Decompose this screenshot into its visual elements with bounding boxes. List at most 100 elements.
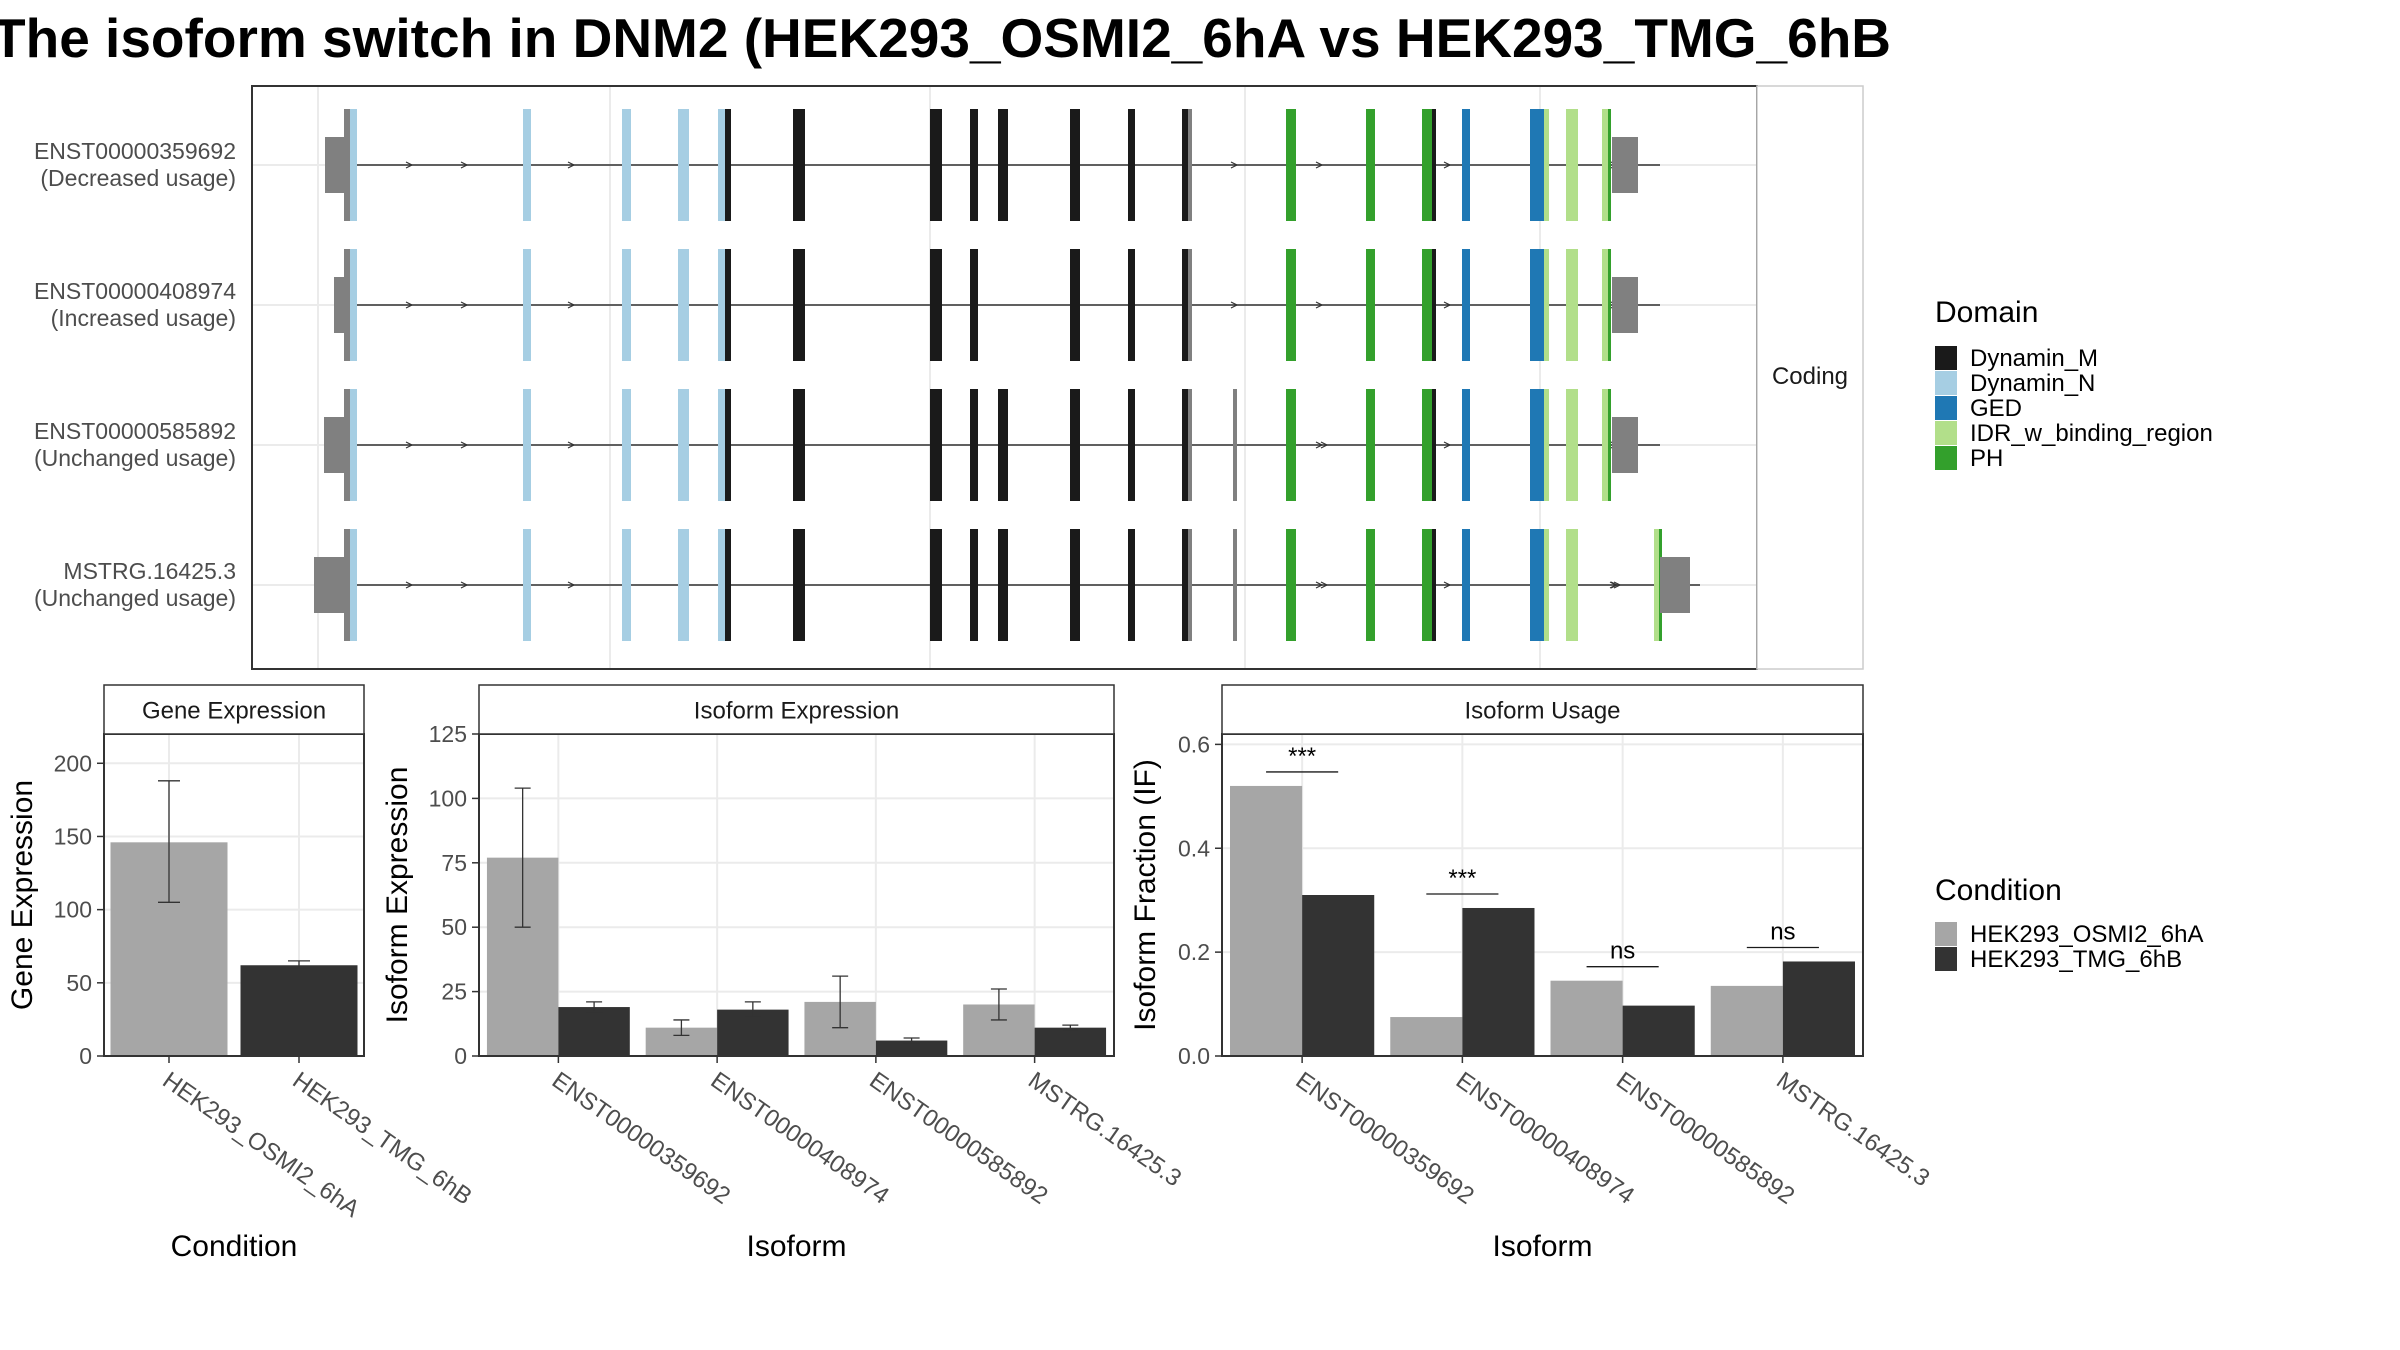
exon-dynamin_m (970, 529, 978, 641)
exon-dynamin_n (523, 249, 531, 361)
y-tick-label: 200 (54, 750, 92, 776)
y-tick-label: 25 (441, 979, 467, 1005)
domain-legend-swatch (1935, 446, 1957, 470)
exon-utr (1233, 529, 1237, 641)
exon-ged (1462, 249, 1470, 361)
exon-dynamin_n (718, 529, 725, 641)
y-tick-label: 0 (79, 1043, 92, 1069)
exon-dynamin_m (1070, 389, 1080, 501)
bar (1302, 895, 1375, 1056)
exon-utr (1188, 109, 1192, 221)
exon-utr (1233, 389, 1237, 501)
y-tick-label: 125 (429, 721, 467, 747)
x-tick-label: MSTRG.16425.3 (1771, 1067, 1934, 1192)
exon-dynamin_n (678, 529, 689, 641)
exon-dynamin_m (1128, 389, 1135, 501)
y-tick-label: 0.2 (1178, 939, 1210, 965)
exon-ph (1286, 529, 1296, 641)
exon-dynamin_n (678, 109, 689, 221)
exon-dynamin_n (350, 109, 357, 221)
exon-dynamin_m (1070, 109, 1080, 221)
exon-dynamin_m (930, 389, 942, 501)
direction-arrow (405, 301, 414, 309)
chart-title: Gene Expression (142, 698, 326, 725)
isoform-expression-chart: Isoform Expression0255075100125ENST00000… (381, 684, 1186, 1263)
exon-ph (1366, 389, 1375, 501)
exon-dynamin_m (793, 529, 805, 641)
exon-ph (1608, 249, 1611, 361)
exon-utr (344, 529, 354, 641)
exon-dynamin_m (998, 529, 1008, 641)
exon-dynamin_m (970, 249, 978, 361)
bar (1710, 985, 1783, 1056)
exon-dynamin_m (793, 249, 805, 361)
y-tick-label: 0 (454, 1043, 467, 1069)
exon-utr (1188, 249, 1192, 361)
exon-utr (344, 389, 354, 501)
condition-legend-label: HEK293_TMG_6hB (1970, 946, 2182, 973)
y-axis-title: Isoform Expression (381, 767, 414, 1024)
transcript-track-3 (324, 389, 1660, 501)
utr-3-prime (1612, 137, 1638, 193)
direction-arrow (460, 581, 469, 589)
exon-dynamin_n (718, 249, 725, 361)
transcript-id-label: ENST00000585892 (34, 418, 236, 444)
facet-label-coding: Coding (1772, 363, 1848, 390)
utr-3-prime (1612, 417, 1638, 473)
bar (1390, 1017, 1463, 1056)
domain-legend-label: PH (1970, 445, 2003, 472)
exon-dynamin_n (350, 249, 357, 361)
facet-strip (1221, 684, 1864, 735)
transcript-track-4 (314, 529, 1700, 641)
exon-ph (1366, 109, 1375, 221)
significance-label: *** (1448, 865, 1476, 892)
gene-expression-chart: Gene Expression050100150200HEK293_OSMI2_… (6, 684, 477, 1263)
y-tick-label: 150 (54, 823, 92, 849)
chart-title: Isoform Usage (1464, 698, 1620, 725)
exon-idr_w_binding_region (1602, 389, 1608, 501)
direction-arrow (567, 161, 576, 169)
direction-arrow (460, 161, 469, 169)
transcript-usage-label: (Unchanged usage) (34, 445, 236, 471)
significance-label: ns (1770, 918, 1795, 945)
domain-legend-label: Dynamin_N (1970, 370, 2095, 397)
exon-dynamin_n (718, 109, 725, 221)
transcript-structure-panel: ENST00000359692(Decreased usage) ENST0000… (34, 85, 1864, 670)
exon-ph (1608, 109, 1611, 221)
exon-dynamin_m (725, 389, 731, 501)
direction-arrow (567, 441, 576, 449)
exon-dynamin_n (718, 389, 725, 501)
exon-dynamin_m (793, 389, 805, 501)
exon-ph (1422, 109, 1432, 221)
exon-dynamin_n (523, 389, 531, 501)
exon-dynamin_m (1182, 529, 1189, 641)
direction-arrow (1315, 581, 1324, 589)
exon-dynamin_m (1128, 109, 1135, 221)
exon-idr_w_binding_region (1544, 109, 1549, 221)
exon-ph (1366, 249, 1375, 361)
exon-ph (1422, 249, 1432, 361)
transcript-usage-label: (Decreased usage) (40, 165, 236, 191)
direction-arrow (1320, 581, 1329, 589)
exon-ph (1286, 389, 1296, 501)
exon-idr_w_binding_region (1602, 249, 1608, 361)
direction-arrow (1609, 581, 1618, 589)
y-tick-label: 75 (441, 850, 467, 876)
transcript-tracks (314, 109, 1700, 641)
direction-arrow (405, 161, 414, 169)
condition-legend-title: Condition (1935, 874, 2062, 907)
exon-ph (1422, 529, 1432, 641)
exon-dynamin_m (930, 249, 942, 361)
exon-dynamin_m (1432, 389, 1436, 501)
direction-arrow (1230, 161, 1239, 169)
exon-idr_w_binding_region (1544, 529, 1549, 641)
facet-strip (103, 684, 365, 735)
significance-label: *** (1288, 743, 1316, 770)
domain-legend-title: Domain (1935, 296, 2038, 329)
exon-dynamin_m (970, 109, 978, 221)
y-tick-label: 100 (54, 897, 92, 923)
y-axis-title: Gene Expression (6, 780, 39, 1010)
y-tick-label: 0.4 (1178, 835, 1210, 861)
exon-idr_w_binding_region (1566, 389, 1578, 501)
